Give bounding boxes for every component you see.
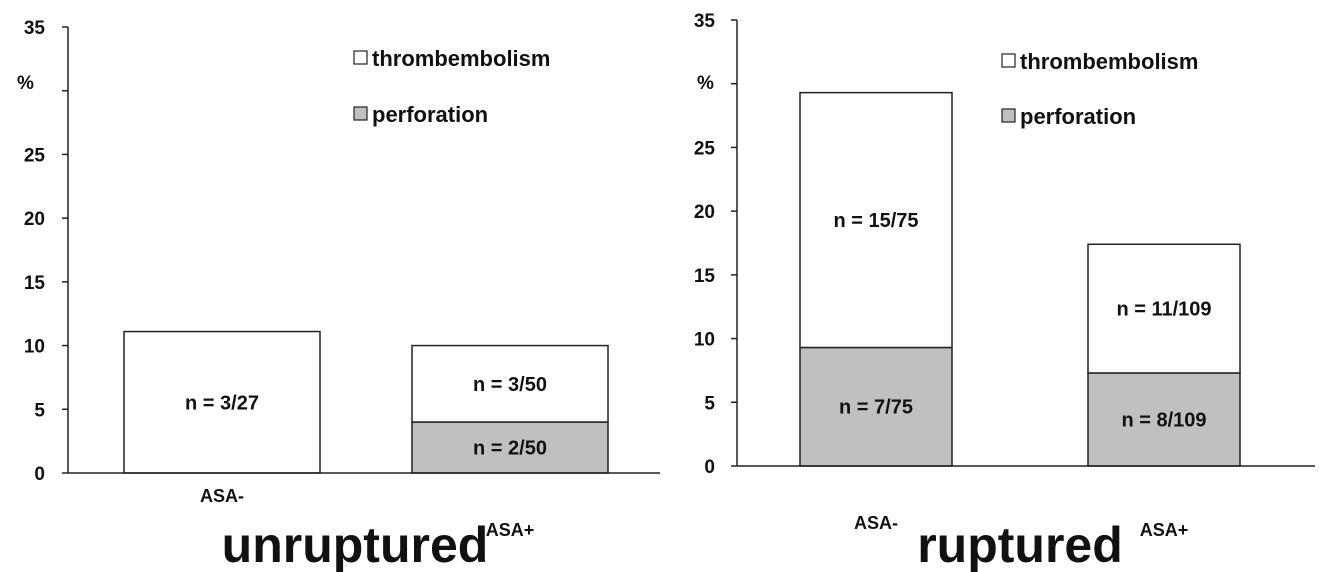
legend-swatch-perforation: [353, 106, 368, 121]
y-tick-label: 15: [24, 273, 46, 294]
y-tick-label: 35: [24, 18, 46, 39]
y-tick-label: 5: [704, 393, 715, 414]
legend-swatch-perforation: [1001, 108, 1016, 123]
bar-data-label: n = 11/109: [1116, 299, 1211, 321]
chart-panel-ruptured: n = 7/75 n = 15/75 n = 8/109 n = 11/109 0 5 10…: [694, 11, 1315, 572]
y-axis-label: %: [17, 73, 34, 94]
legend-entry-thrombembolism: thrombembolism: [372, 46, 550, 71]
x-category-label: ASA+: [486, 520, 535, 540]
y-tick-label: 25: [694, 138, 716, 159]
bar-perforation-ASA-: [799, 346, 953, 467]
bar-perforation-ASA+: [411, 421, 609, 474]
bar-thrombembolism-ASA+: [411, 344, 609, 423]
bar-data-label: n = 3/27: [185, 392, 259, 414]
bar-data-label: n = 2/50: [473, 438, 547, 460]
y-tick-label: 35: [694, 11, 716, 32]
bar-thrombembolism-ASA-: [123, 330, 321, 474]
bar-thrombembolism-ASA-: [799, 91, 953, 349]
legend-entry-perforation: perforation: [372, 102, 488, 127]
panel-title: unruptured: [222, 517, 489, 572]
x-category-label: ASA-: [854, 513, 898, 533]
bar-data-label: n = 3/50: [473, 374, 547, 396]
bar-thrombembolism-ASA+: [1087, 243, 1241, 374]
bar-data-label: n = 8/109: [1121, 409, 1206, 431]
legend-entry-perforation: perforation: [1020, 104, 1136, 129]
x-category-label: ASA+: [1140, 520, 1189, 540]
y-tick-label: 10: [24, 337, 45, 358]
y-tick-label: 0: [704, 457, 715, 478]
y-tick-label: 15: [694, 266, 716, 287]
legend-swatch-thrombembolism: [1001, 53, 1016, 68]
chart-panel-unruptured: n = 3/27 n = 2/50 n = 3/50 0 5 10 15 20 25 35% ASA…: [17, 18, 660, 572]
x-category-label: ASA-: [200, 486, 244, 506]
y-tick-label: 10: [694, 330, 715, 351]
y-axis-label: %: [697, 73, 714, 94]
y-tick-label: 5: [34, 400, 45, 421]
legend-entry-thrombembolism: thrombembolism: [1020, 49, 1198, 74]
bar-data-label: n = 15/75: [833, 210, 918, 232]
y-tick-label: 20: [24, 209, 45, 230]
y-tick-label: 25: [24, 145, 46, 166]
legend-swatch-thrombembolism: [353, 50, 368, 65]
panel-title: ruptured: [917, 517, 1123, 572]
y-tick-label: 0: [34, 464, 45, 485]
y-tick-label: 20: [694, 202, 715, 223]
bar-perforation-ASA+: [1087, 372, 1241, 467]
bar-data-label: n = 7/75: [839, 397, 913, 419]
